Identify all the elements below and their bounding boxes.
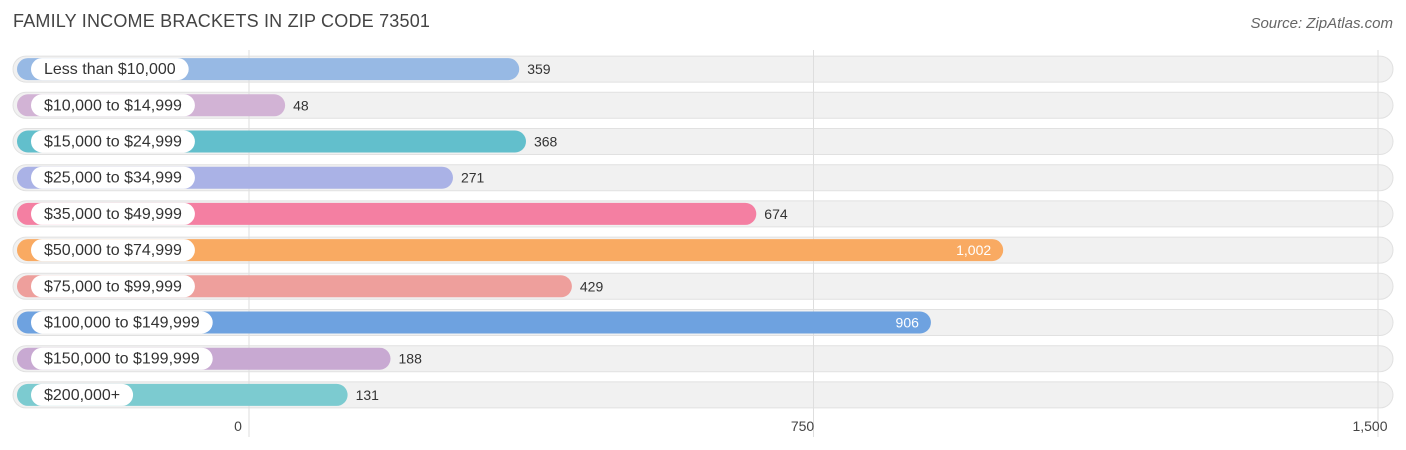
- bar: [17, 311, 931, 334]
- category-label: $100,000 to $149,999: [44, 315, 200, 332]
- category-label: Less than $10,000: [44, 61, 176, 78]
- row-track: [12, 91, 1394, 119]
- value-label: 906: [896, 315, 920, 331]
- value-label: 368: [534, 134, 558, 150]
- category-label: $10,000 to $14,999: [44, 97, 182, 114]
- category-label: $25,000 to $34,999: [44, 170, 182, 187]
- category-label-pill: [31, 383, 134, 406]
- category-label-pill: [31, 347, 213, 370]
- value-label: 131: [356, 387, 380, 403]
- category-label: $150,000 to $199,999: [44, 351, 200, 368]
- value-label: 1,002: [956, 242, 991, 258]
- value-label: 674: [764, 206, 788, 222]
- category-label-pill: [31, 239, 195, 262]
- category-label-pill: [31, 130, 195, 153]
- category-label-pill: [31, 311, 213, 334]
- category-label: $15,000 to $24,999: [44, 134, 182, 151]
- x-tick-label: 1,500: [1352, 418, 1387, 434]
- value-label: 271: [461, 170, 485, 186]
- category-label-pill: [31, 166, 195, 189]
- category-label-pill: [31, 94, 195, 117]
- category-label: $200,000+: [44, 387, 120, 404]
- x-tick-label: 0: [234, 418, 242, 434]
- chart-source: Source: ZipAtlas.com: [1250, 15, 1393, 32]
- category-label-pill: [31, 275, 195, 298]
- category-label: $35,000 to $49,999: [44, 206, 182, 223]
- bar: [17, 202, 757, 225]
- category-label: $50,000 to $74,999: [44, 242, 182, 259]
- bar: [17, 239, 1004, 262]
- value-label: 188: [399, 351, 423, 367]
- value-label: 429: [580, 278, 604, 294]
- category-label-pill: [31, 58, 189, 81]
- chart-title: FAMILY INCOME BRACKETS IN ZIP CODE 73501: [13, 11, 431, 31]
- category-label-pill: [31, 202, 195, 225]
- value-label: 48: [293, 97, 309, 113]
- value-label: 359: [527, 61, 551, 77]
- row-track: [12, 381, 1394, 409]
- category-label: $75,000 to $99,999: [44, 278, 182, 295]
- x-tick-label: 750: [791, 418, 815, 434]
